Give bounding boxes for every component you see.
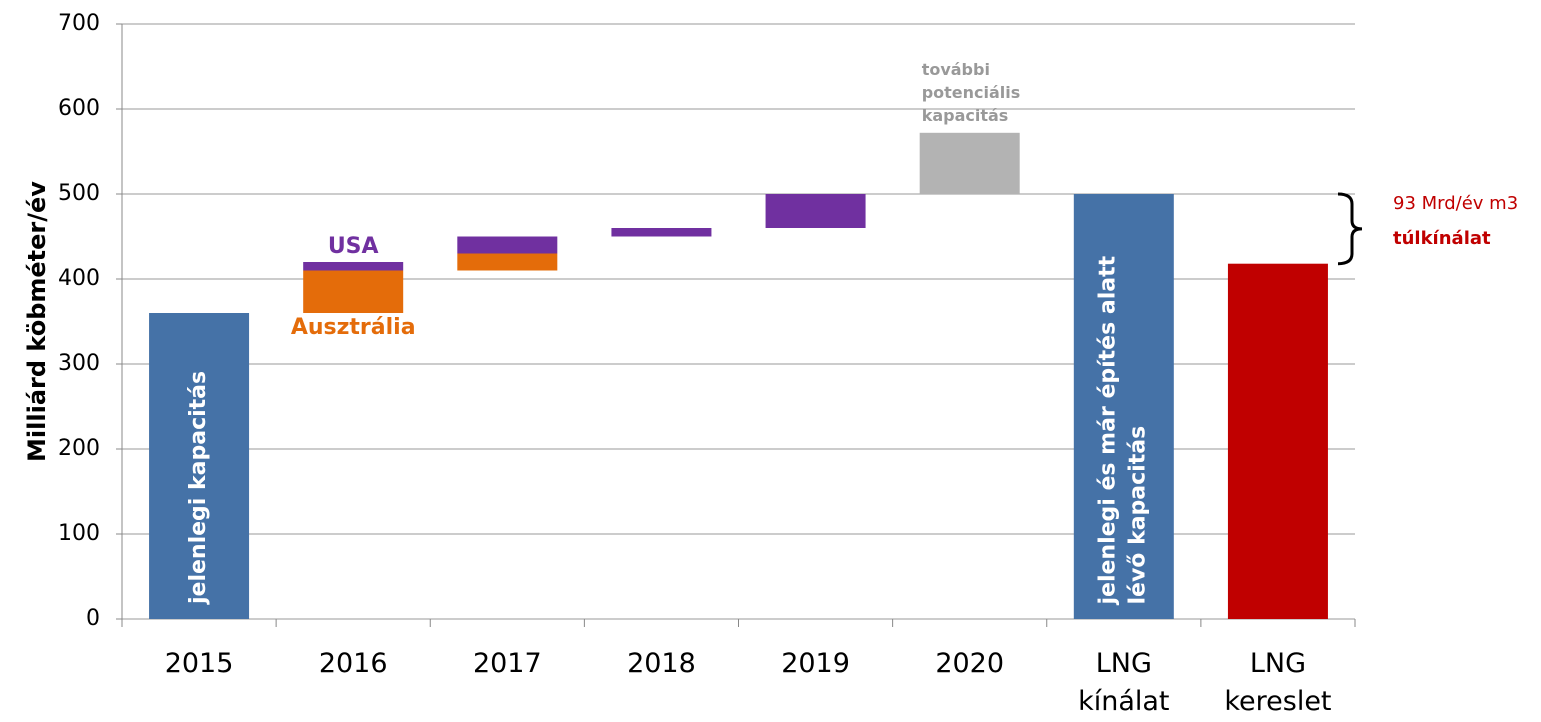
y-axis-label: Milliárd köbméter/év [23, 181, 51, 462]
bracket [1337, 192, 1363, 266]
y-tick-label: 700 [58, 11, 100, 36]
bar-label: Ausztrália [290, 315, 416, 340]
bar-segment [765, 194, 866, 228]
bar-label: USA [327, 234, 379, 259]
annotation: túlkínálat [1393, 228, 1491, 249]
bar-segment [457, 236, 558, 254]
bar-label: további potenciális kapacitás [921, 59, 1021, 125]
y-tick-label: 500 [58, 181, 100, 206]
bar-segment [149, 313, 250, 619]
x-tick-label: LNG kínálat [1078, 648, 1170, 717]
bar-label: jelenlegi és már építés alatt lévő kapac… [1095, 255, 1151, 604]
y-tick-label: 300 [58, 351, 100, 376]
bar-segment [303, 262, 404, 271]
bar-segment [919, 132, 1020, 194]
x-tick-label: LNG kereslet [1224, 648, 1332, 717]
bar-label: jelenlegi kapacitás [186, 370, 212, 604]
x-tick-label: 2020 [935, 648, 1005, 679]
y-tick-label: 200 [58, 436, 100, 461]
y-tick-label: 100 [58, 521, 100, 546]
x-tick-label: 2015 [164, 648, 234, 679]
y-tick-label: 0 [86, 606, 100, 631]
bar-segment [303, 270, 404, 313]
bar-segment [1073, 194, 1174, 619]
x-tick-label: 2016 [318, 648, 388, 679]
x-tick-label: 2017 [472, 648, 542, 679]
bar-segment [611, 228, 712, 237]
y-tick-label: 600 [58, 96, 100, 121]
annotation: 93 Mrd/év m3 [1393, 193, 1519, 214]
x-tick-label: 2019 [781, 648, 850, 679]
bar-segment [457, 253, 558, 271]
y-tick-label: 400 [58, 266, 100, 291]
bar-segment [1227, 263, 1328, 619]
x-tick-label: 2018 [627, 648, 696, 679]
